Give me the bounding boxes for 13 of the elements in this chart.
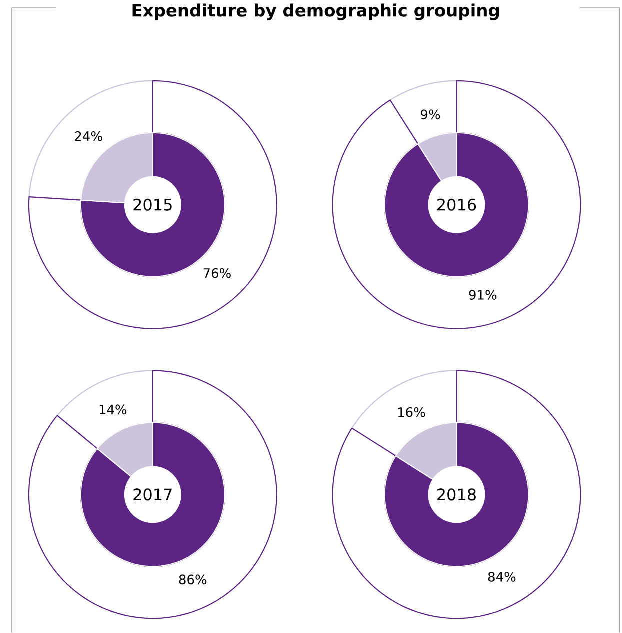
data-label: 24% [75,131,103,142]
data-label: 16% [398,407,426,418]
text: 2017 [134,488,172,501]
data-label: 9% [421,110,440,120]
data-label: 14% [100,404,127,415]
text: 2018 [438,488,476,501]
data-label: 91% [469,290,497,300]
text: 2015 [134,198,172,211]
text: 2016 [438,198,476,211]
text: Expenditure by demographic grouping [132,4,500,20]
data-label: 76% [204,268,232,278]
data-label: 84% [488,572,516,582]
data-label: 86% [180,574,207,585]
